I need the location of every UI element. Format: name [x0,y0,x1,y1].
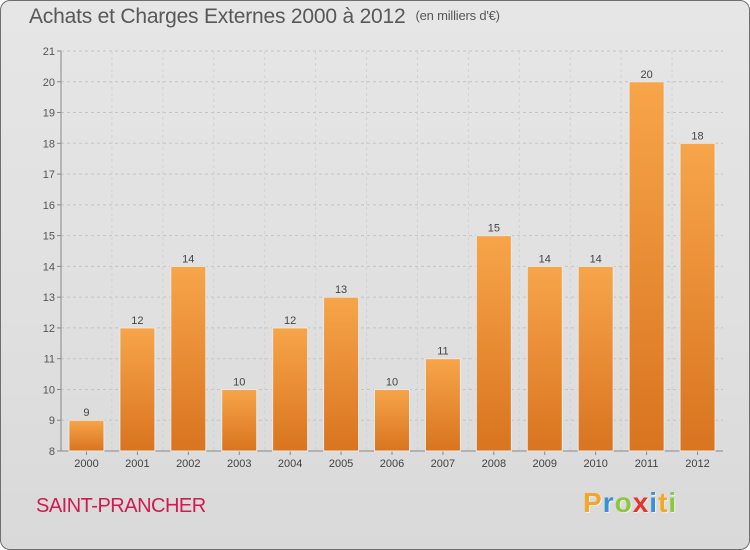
y-tick-label: 11 [44,354,55,366]
data-label: 12 [284,315,296,327]
data-label: 20 [640,69,652,81]
logo-letter: i [649,487,659,518]
data-label: 9 [83,407,89,419]
data-label: 10 [386,376,398,388]
y-tick-label: 19 [43,108,55,120]
x-tick-label: 2008 [482,458,506,470]
bar [374,388,410,452]
bar [679,142,716,452]
x-tick-label: 2004 [278,458,302,470]
logo-letter: x [632,487,650,518]
bar [475,235,512,452]
y-tick-label: 14 [43,261,55,273]
chart-title-text: Achats et Charges Externes 2000 à 2012 [29,5,406,28]
x-tick-label: 2012 [685,458,709,470]
logo-letter: r [602,487,615,518]
data-label: 14 [182,253,194,265]
x-tick-label: 2006 [380,458,404,470]
y-tick-label: 9 [49,415,55,427]
data-label: 11 [437,346,448,358]
y-tick-label: 20 [43,77,55,89]
commune-name: SAINT-PRANCHER [36,495,206,517]
x-tick-label: 2011 [635,458,659,470]
logo-letter: i [668,487,678,518]
bar [170,265,207,452]
y-tick-label: 21 [43,46,55,58]
logo-letter: P [583,487,603,518]
x-tick-label: 2005 [329,458,353,470]
proxiti-logo: Proxiti [583,487,677,519]
y-tick-label: 12 [43,323,55,335]
bar [323,296,360,452]
labels: 8 9 10 11 12 13 14 15 16 17 18 19 20 21 9 2000 12 2001 14 2… [43,46,710,470]
chart-unit: (en milliers d'€) [415,8,500,23]
data-label: 10 [233,376,245,388]
x-tick-label: 2007 [431,458,455,470]
x-tick-label: 2009 [533,458,557,470]
y-tick-label: 10 [43,384,55,396]
bar [68,419,105,452]
bars [68,81,716,452]
bar [221,388,258,452]
x-tick-label: 2001 [125,458,149,470]
y-tick-label: 18 [43,138,55,150]
logo-letter: t [658,487,669,518]
y-tick-label: 17 [43,169,55,181]
data-label: 14 [590,253,602,265]
chart-title: Achats et Charges Externes 2000 à 2012 (e… [29,5,500,29]
bar [119,327,156,452]
bar [526,265,563,452]
data-label: 15 [488,223,500,235]
x-tick-label: 2002 [176,458,200,470]
data-label: 14 [539,253,551,265]
data-label: 12 [131,315,143,327]
bar [424,358,461,452]
data-label: 18 [691,130,703,142]
bar [628,81,665,452]
bar [577,265,614,452]
y-tick-label: 13 [43,292,55,304]
data-label: 13 [335,284,347,296]
y-tick-label: 8 [49,446,55,458]
x-tick-label: 2010 [583,458,607,470]
x-tick-label: 2000 [74,458,98,470]
x-tick-label: 2003 [227,458,251,470]
y-tick-label: 15 [43,231,55,243]
y-tick-label: 16 [43,200,55,212]
logo-letter: o [614,487,633,518]
bar [272,327,309,452]
